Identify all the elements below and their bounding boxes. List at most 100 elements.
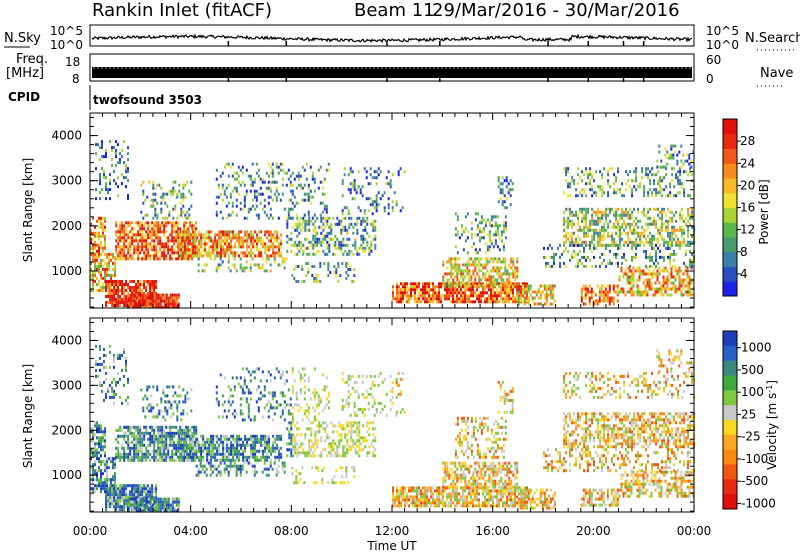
power-echo-cell (567, 220, 569, 223)
power-echo-cell (466, 263, 468, 266)
power-echo-cell (92, 247, 94, 250)
power-echo-cell (218, 230, 220, 233)
power-echo-cell (290, 238, 292, 241)
power-echo-cell (484, 288, 486, 291)
velocity-echo-cell (133, 490, 135, 493)
power-echo-cell (514, 300, 516, 303)
power-echo-cell (573, 182, 575, 185)
power-echo-cell (464, 291, 466, 294)
power-echo-cell (174, 205, 176, 208)
power-echo-cell (655, 259, 657, 262)
power-echo-cell (358, 185, 360, 188)
power-echo-cell (270, 208, 272, 211)
power-echo-cell (326, 208, 328, 211)
noise-right-tick-bottom: 10^0 (706, 38, 739, 52)
power-echo-cell (228, 202, 230, 205)
power-echo-cell (587, 208, 589, 211)
velocity-echo-cell (108, 466, 110, 469)
power-echo-cell (171, 221, 173, 224)
power-echo-cell (306, 193, 308, 196)
power-echo-cell (681, 214, 683, 217)
power-echo-cell (109, 179, 111, 182)
power-echo-cell (502, 200, 504, 203)
power-echo-cell (115, 280, 117, 283)
velocity-echo-cell (115, 490, 117, 493)
power-echo-cell (360, 247, 362, 250)
power-echo-cell (195, 227, 197, 230)
velocity-echo-cell (98, 469, 100, 472)
power-echo-cell (165, 245, 167, 248)
power-ytick-label: 3000 (51, 174, 82, 188)
power-echo-cell (173, 239, 175, 242)
velocity-echo-cell (106, 460, 108, 463)
power-echo-cell (516, 272, 518, 275)
power-echo-cell (455, 233, 457, 236)
power-echo-cell (392, 173, 394, 176)
power-echo-cell (176, 196, 178, 199)
power-echo-cell (675, 229, 677, 232)
power-echo-cell (172, 297, 174, 300)
power-echo-cell (173, 251, 175, 254)
power-echo-cell (494, 300, 496, 303)
power-echo-cell (607, 235, 609, 238)
power-echo-cell (601, 235, 603, 238)
power-echo-cell (639, 288, 641, 291)
power-echo-cell (464, 269, 466, 272)
velocity-echo-cell (127, 453, 129, 456)
power-echo-cell (603, 191, 605, 194)
power-echo-cell (687, 291, 689, 294)
power-echo-cell (655, 273, 657, 276)
power-echo-cell (601, 217, 603, 220)
power-echo-cell (617, 226, 619, 229)
power-echo-cell (653, 220, 655, 223)
power-echo-cell (512, 275, 514, 278)
power-echo-cell (163, 242, 165, 245)
power-echo-cell (246, 169, 248, 172)
power-echo-cell (272, 248, 274, 251)
power-echo-cell (188, 217, 190, 220)
power-echo-cell (458, 269, 460, 272)
power-echo-cell (216, 254, 218, 257)
power-echo-cell (110, 286, 112, 289)
power-echo-cell (135, 251, 137, 254)
power-echo-cell (147, 248, 149, 251)
power-echo-cell (324, 178, 326, 181)
power-echo-cell (665, 220, 667, 223)
nave-tick-bottom: 0 (706, 72, 714, 86)
power-echo-cell (691, 211, 693, 214)
power-echo-cell (629, 229, 631, 232)
power-echo-cell (681, 208, 683, 211)
power-echo-cell (504, 179, 506, 182)
power-echo-cell (679, 179, 681, 182)
power-echo-cell (589, 259, 591, 262)
power-echo-cell (278, 193, 280, 196)
power-echo-cell (133, 233, 135, 236)
power-echo-cell (140, 184, 142, 187)
power-echo-cell (516, 284, 518, 287)
velocity-echo-cell (100, 490, 102, 493)
velocity-echo-cell (108, 457, 110, 460)
power-echo-cell (250, 242, 252, 245)
power-echo-cell (286, 257, 288, 260)
power-echo-cell (137, 257, 139, 260)
velocity-echo-cell (114, 481, 116, 484)
power-echo-cell (202, 254, 204, 257)
power-echo-cell (156, 202, 158, 205)
power-echo-cell (448, 260, 450, 263)
power-echo-cell (105, 301, 107, 304)
power-echo-cell (571, 232, 573, 235)
velocity-echo-cell (123, 438, 125, 441)
velocity-echo-cell (148, 507, 150, 510)
power-echo-cell (151, 289, 153, 292)
power-echo-cell (538, 297, 540, 300)
power-echo-cell (316, 250, 318, 253)
power-echo-cell (631, 191, 633, 194)
power-echo-cell (304, 184, 306, 187)
power-echo-cell (183, 221, 185, 224)
power-echo-cell (149, 286, 151, 289)
power-echo-cell (631, 285, 633, 288)
power-echo-cell (100, 244, 102, 247)
power-echo-cell (174, 300, 176, 303)
power-echo-cell (613, 214, 615, 217)
power-echo-cell (472, 285, 474, 288)
